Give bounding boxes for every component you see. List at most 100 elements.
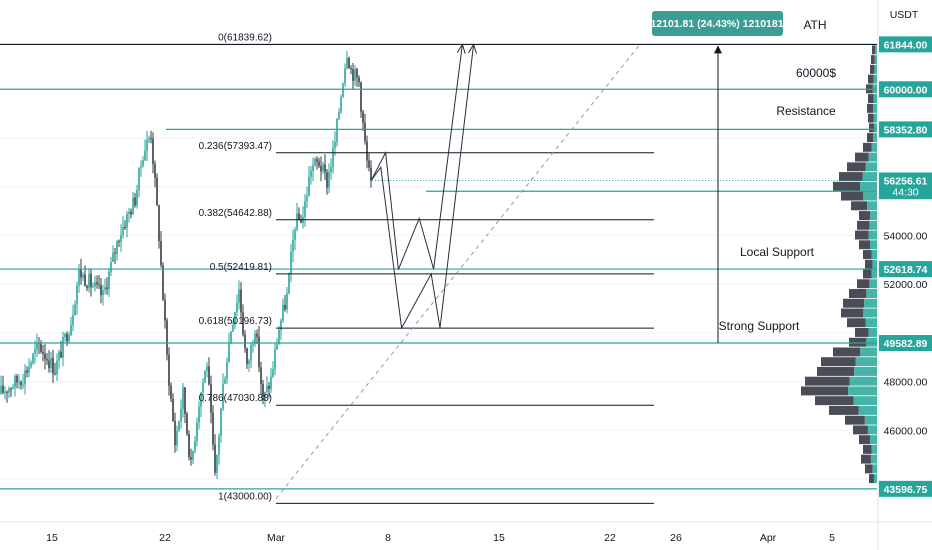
candle-body[interactable] <box>208 366 210 385</box>
candle-body[interactable] <box>90 273 92 288</box>
candle-body[interactable] <box>346 57 348 69</box>
level-price-tag[interactable] <box>879 81 932 98</box>
candle-body[interactable] <box>152 138 154 165</box>
candle-body[interactable] <box>178 420 180 431</box>
level-price-tag[interactable] <box>879 36 932 53</box>
candle-body[interactable] <box>340 96 342 112</box>
candle-body[interactable] <box>350 68 352 70</box>
candle-body[interactable] <box>228 342 230 363</box>
candle-body[interactable] <box>366 141 368 161</box>
candle-body[interactable] <box>72 315 74 326</box>
candle-body[interactable] <box>98 284 100 286</box>
level-price-tag[interactable] <box>879 335 932 352</box>
candle-body[interactable] <box>232 325 234 332</box>
candle-body[interactable] <box>86 286 88 289</box>
candle-body[interactable] <box>192 450 194 460</box>
candle-body[interactable] <box>6 391 8 393</box>
candle-body[interactable] <box>298 213 300 220</box>
candle-body[interactable] <box>270 376 272 389</box>
candle-body[interactable] <box>294 229 296 240</box>
candle-body[interactable] <box>34 349 36 354</box>
candle-body[interactable] <box>16 375 18 383</box>
candle-body[interactable] <box>26 370 28 373</box>
candle-body[interactable] <box>362 111 364 123</box>
candle-body[interactable] <box>168 354 170 386</box>
candle-body[interactable] <box>334 142 336 148</box>
candle-body[interactable] <box>80 268 82 278</box>
candle-body[interactable] <box>128 211 130 214</box>
candle-body[interactable] <box>174 421 176 446</box>
candle-body[interactable] <box>130 211 132 215</box>
candle-body[interactable] <box>146 139 148 151</box>
candle-body[interactable] <box>198 406 200 423</box>
candle-body[interactable] <box>150 138 152 140</box>
candle-body[interactable] <box>50 357 52 369</box>
candle-body[interactable] <box>0 385 2 394</box>
candle-body[interactable] <box>68 335 70 342</box>
candle-body[interactable] <box>100 285 102 296</box>
candle-body[interactable] <box>48 360 50 369</box>
candle-body[interactable] <box>314 158 316 166</box>
candle-body[interactable] <box>2 385 4 393</box>
candle-body[interactable] <box>88 273 90 289</box>
candle-body[interactable] <box>312 165 314 172</box>
candle-body[interactable] <box>166 320 168 355</box>
candle-body[interactable] <box>102 290 104 296</box>
candle-body[interactable] <box>170 385 172 399</box>
candle-body[interactable] <box>234 312 236 326</box>
candle-body[interactable] <box>278 329 280 345</box>
level-price-tag[interactable] <box>879 480 932 497</box>
candles-layer[interactable] <box>0 50 372 480</box>
candle-body[interactable] <box>28 366 30 373</box>
candle-body[interactable] <box>254 333 256 345</box>
candle-body[interactable] <box>320 165 322 172</box>
candle-body[interactable] <box>20 382 22 386</box>
candle-body[interactable] <box>348 57 350 69</box>
candle-body[interactable] <box>106 287 108 290</box>
candle-body[interactable] <box>322 164 324 172</box>
drawings-layer[interactable]: 12101.81 (24.43%) 1210181 <box>275 11 784 499</box>
candle-body[interactable] <box>96 282 98 285</box>
price-axis[interactable]: USDT 61844.0060000.0058352.8055813.09526… <box>877 0 932 550</box>
candle-body[interactable] <box>92 286 94 288</box>
candle-body[interactable] <box>52 357 54 374</box>
candle-body[interactable] <box>370 167 372 181</box>
candle-body[interactable] <box>318 161 320 166</box>
candle-body[interactable] <box>310 171 312 177</box>
candle-body[interactable] <box>342 83 344 97</box>
candle-body[interactable] <box>204 370 206 383</box>
candle-body[interactable] <box>94 282 96 287</box>
candle-body[interactable] <box>214 444 216 473</box>
candle-body[interactable] <box>272 369 274 377</box>
candle-body[interactable] <box>258 336 260 368</box>
candle-body[interactable] <box>182 387 184 409</box>
candle-body[interactable] <box>262 384 264 398</box>
candle-body[interactable] <box>358 77 360 83</box>
candle-body[interactable] <box>186 413 188 434</box>
candle-body[interactable] <box>22 384 24 386</box>
projection-path[interactable] <box>370 44 463 270</box>
candle-body[interactable] <box>44 353 46 360</box>
candle-body[interactable] <box>4 391 6 393</box>
candle-body[interactable] <box>238 289 240 303</box>
candle-body[interactable] <box>260 367 262 385</box>
candle-body[interactable] <box>256 333 258 337</box>
time-axis[interactable]: 15 22 Mar 8 15 22 26 Apr 5 <box>0 521 932 544</box>
candle-body[interactable] <box>160 241 162 266</box>
candle-body[interactable] <box>356 68 358 78</box>
candle-body[interactable] <box>284 304 286 310</box>
fibonacci-retracement[interactable]: 0(61839.62) 0.236(57393.47) 0.382(54642.88… <box>0 32 877 504</box>
candle-body[interactable] <box>220 408 222 436</box>
candle-body[interactable] <box>360 82 362 112</box>
candle-body[interactable] <box>62 337 64 358</box>
candle-body[interactable] <box>276 344 278 350</box>
candle-body[interactable] <box>104 287 106 291</box>
candle-body[interactable] <box>64 333 66 338</box>
candle-body[interactable] <box>36 342 38 350</box>
candle-body[interactable] <box>66 333 68 342</box>
candle-body[interactable] <box>124 226 126 228</box>
candle-body[interactable] <box>246 348 248 365</box>
candle-body[interactable] <box>14 375 16 388</box>
candle-body[interactable] <box>110 261 112 272</box>
